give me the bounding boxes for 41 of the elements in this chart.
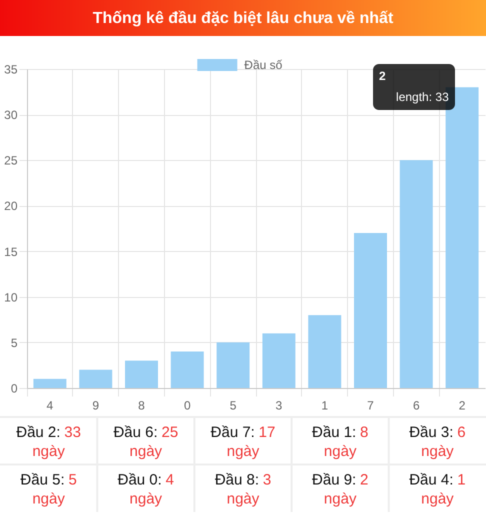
bar	[308, 315, 342, 388]
annotation: 2	[379, 69, 386, 83]
y-tick-label: 5	[10, 336, 18, 350]
chart-title: Thống kê đầu đặc biệt lâu chưa về nhất	[92, 10, 394, 27]
text: Đầu 4: 1 ngày	[409, 472, 466, 508]
x-tick-label: 1	[321, 398, 328, 412]
x-tick-label: 6	[412, 398, 420, 412]
text: Đầu 2: 33 ngày	[16, 424, 81, 460]
text: Đầu 0: 4 ngày	[118, 472, 174, 508]
text: Đầu 1: 8 ngày	[312, 424, 368, 460]
x-tick-label: 2	[458, 398, 466, 412]
bar	[170, 352, 204, 388]
legend-label: Đầu số	[244, 58, 283, 72]
x-tick-label: 7	[367, 398, 374, 412]
y-tick-label: 10	[4, 290, 18, 304]
text: Đầu 5: 5 ngày	[20, 472, 77, 508]
bar	[216, 342, 250, 388]
bar	[400, 160, 433, 388]
x-tick-label: 9	[92, 398, 100, 412]
bar	[262, 333, 296, 388]
bar	[79, 370, 112, 388]
text: Đầu 6: 25 ngày	[113, 424, 178, 460]
x-tick-label: 3	[276, 398, 283, 412]
x-tick-label: 0	[184, 398, 191, 412]
text: Đầu 7: 17 ngày	[210, 424, 276, 460]
y-tick-label: 25	[4, 154, 18, 168]
y-tick-label: 15	[4, 244, 18, 259]
annotation: length: 33	[396, 90, 450, 104]
y-tick-label: 20	[4, 199, 18, 214]
text: Đầu 8: 3 ngày	[214, 472, 272, 508]
y-tick-label: 0	[10, 382, 18, 396]
x-tick-label: 5	[230, 398, 237, 412]
text: Đầu 9: 2 ngày	[312, 472, 368, 508]
text: Đầu 3: 6 ngày	[409, 424, 466, 460]
x-tick-label: 4	[46, 398, 54, 412]
bar	[33, 378, 66, 388]
y-tick-label: 35	[4, 62, 18, 76]
bar	[354, 233, 387, 388]
y-tick-label: 30	[4, 108, 18, 122]
bar	[125, 360, 158, 388]
x-tick-label: 8	[138, 398, 146, 412]
